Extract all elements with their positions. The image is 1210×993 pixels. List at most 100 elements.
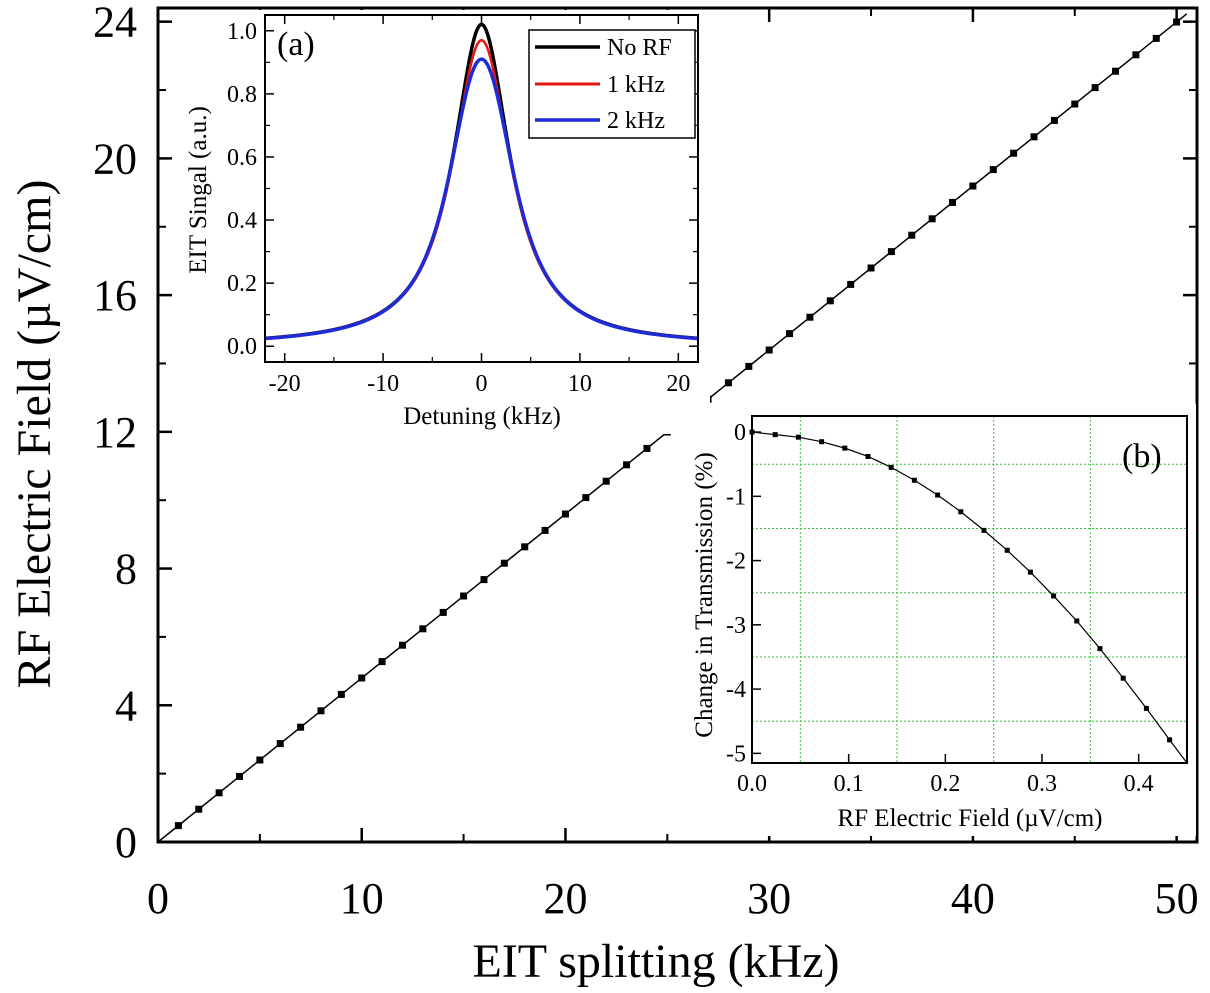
- main-data-point: [1050, 116, 1058, 124]
- inset-b-y-tick-label: -3: [726, 613, 746, 639]
- inset-b-x-tick-label: 0.4: [1124, 771, 1154, 797]
- main-data-point: [867, 264, 875, 272]
- main-data-point: [745, 362, 753, 370]
- main-x-tick-labels: 0 10 20 30 40 50: [147, 874, 1199, 923]
- inset-b-data-point: [819, 439, 825, 445]
- main-data-point: [398, 641, 406, 649]
- main-data-point: [256, 756, 264, 764]
- main-y-tick-label: 4: [115, 681, 137, 730]
- inset-b-ticks: [751, 431, 1140, 763]
- inset-b-data-point: [1074, 618, 1080, 624]
- main-y-tick-label: 0: [115, 818, 137, 867]
- main-x-tick-label: 30: [747, 874, 791, 923]
- main-data-point: [215, 789, 223, 797]
- inset-a-series: [264, 22, 699, 341]
- inset-b-data-point: [981, 527, 987, 533]
- main-y-tick-label: 24: [93, 0, 137, 47]
- legend-label-no-rf: No RF: [607, 35, 672, 61]
- inset-b-data-point: [958, 509, 964, 515]
- inset-b-series: [749, 429, 1188, 764]
- inset-a-y-tick-label: 1.0: [227, 19, 257, 45]
- inset-b-data-point: [1120, 675, 1126, 681]
- main-data-point: [602, 477, 610, 485]
- main-y-tick-label: 20: [93, 134, 137, 183]
- main-data-point: [1030, 133, 1038, 141]
- main-data-point: [643, 444, 651, 452]
- main-data-point: [847, 280, 855, 288]
- inset-b-data-point: [795, 434, 801, 440]
- main-data-point: [419, 625, 427, 633]
- inset-a-y-tick-label: 0.2: [227, 271, 257, 297]
- main-data-point: [1010, 149, 1018, 157]
- main-data-point: [806, 313, 814, 321]
- inset-a-panel-label: (a): [277, 26, 315, 63]
- main-y-tick-label: 8: [115, 545, 137, 594]
- inset-a-x-tick-labels: -20 -10 0 10 20: [269, 371, 691, 397]
- inset-b-data-point: [1027, 569, 1033, 575]
- main-x-tick-label: 40: [951, 874, 995, 923]
- inset-b-y-tick-label: -5: [726, 741, 746, 767]
- inset-b-x-tick-label: 0.1: [834, 771, 864, 797]
- legend-label-1khz: 1 kHz: [607, 72, 665, 98]
- inset-b-data-point: [1004, 547, 1010, 553]
- inset-a-curve-2khz: [264, 57, 699, 341]
- main-data-point: [460, 592, 468, 600]
- inset-b-y-axis-label: Change in Transmission (%): [691, 452, 718, 737]
- inset-b-x-tick-label: 0.2: [930, 771, 960, 797]
- inset-b-y-tick-label: -1: [726, 484, 746, 510]
- legend-label-2khz: 2 kHz: [607, 108, 665, 134]
- inset-b-x-tick-labels: 0.0 0.1 0.2 0.3 0.4: [737, 771, 1154, 797]
- main-data-point: [1112, 67, 1120, 75]
- main-data-point: [786, 330, 794, 338]
- inset-b-data-point: [1097, 646, 1103, 652]
- inset-b-data-point: [1051, 593, 1057, 599]
- main-y-tick-label: 12: [93, 408, 137, 457]
- inset-a-plot-frame: [264, 14, 699, 363]
- inset-a-y-tick-label: 0.4: [227, 208, 257, 234]
- inset-a-y-tick-labels: 0.0 0.2 0.4 0.6 0.8 1.0: [227, 19, 257, 360]
- inset-a-x-tick-label: -10: [367, 371, 399, 397]
- main-data-point: [969, 182, 977, 190]
- inset-a-x-axis-label: Detuning (kHz): [403, 403, 561, 430]
- inset-b-x-tick-label: 0.0: [737, 771, 767, 797]
- inset-b-y-tick-labels: 0 -1 -2 -3 -4 -5: [726, 420, 746, 767]
- inset-a-x-tick-label: 20: [666, 371, 690, 397]
- main-x-tick-label: 20: [543, 874, 587, 923]
- main-data-point: [561, 510, 569, 518]
- main-data-point: [623, 461, 631, 469]
- main-data-point: [826, 297, 834, 305]
- inset-b-data-point: [888, 464, 894, 470]
- main-data-point: [1152, 34, 1160, 42]
- main-plot-frame: [156, 6, 1199, 844]
- main-data-point: [887, 248, 895, 256]
- main-x-tick-label: 0: [147, 874, 169, 923]
- inset-b-panel-label: (b): [1122, 438, 1162, 475]
- main-data-point: [358, 674, 366, 682]
- main-y-tick-labels: 0 4 8 12 16 20 24: [93, 0, 137, 867]
- main-data-point: [541, 526, 549, 534]
- inset-b-data-point: [772, 432, 778, 438]
- main-data-point: [235, 772, 243, 780]
- main-data-point: [1173, 18, 1181, 26]
- main-data-point: [195, 805, 203, 813]
- main-data-point: [765, 346, 773, 354]
- inset-b-x-tick-label: 0.3: [1027, 771, 1057, 797]
- main-data-point: [174, 822, 182, 830]
- main-chart: 0 10 20 30 40 50 0 4 8 12 16 20 24 EIT splitting (k…: [8, 0, 1199, 988]
- main-data-point: [480, 576, 488, 584]
- main-data-point: [317, 707, 325, 715]
- main-x-tick-label: 10: [340, 874, 384, 923]
- inset-b-chart: 0.0 0.1 0.2 0.3 0.4 0 -1 -2 -3 -4 -5 (b) RF Elect…: [678, 404, 1196, 836]
- main-data-point: [724, 379, 732, 387]
- main-data-point: [297, 723, 305, 731]
- inset-a-x-tick-label: -20: [269, 371, 301, 397]
- inset-b-x-axis-label: RF Electric Field (µV/cm): [837, 805, 1102, 832]
- main-data-point: [337, 690, 345, 698]
- main-data-point: [500, 559, 508, 567]
- inset-b-data-point: [1143, 705, 1149, 711]
- inset-b-grid: [752, 416, 1187, 763]
- main-data-point: [276, 740, 284, 748]
- inset-b-data-point: [865, 453, 871, 459]
- inset-b-y-tick-label: 0: [734, 420, 746, 446]
